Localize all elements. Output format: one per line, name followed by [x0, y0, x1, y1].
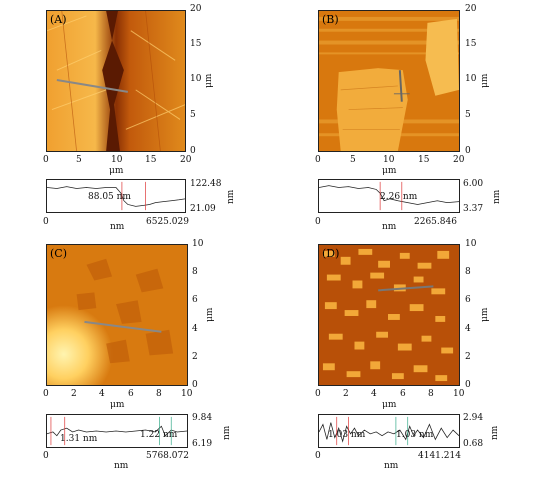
panel-label: (A)	[50, 13, 67, 26]
height-profile-c	[46, 414, 188, 448]
y-axis-unit: μm	[480, 307, 490, 322]
profile-x-unit: nm	[114, 461, 129, 471]
profile-x-unit: nm	[110, 222, 125, 232]
profile-ymin: 0.68	[463, 439, 484, 449]
x-tick: 10	[181, 389, 193, 399]
y-tick: 0	[465, 380, 471, 390]
x-tick: 8	[428, 389, 434, 399]
profile-ymax: 2.94	[463, 413, 484, 423]
afm-image-a: (A)	[46, 10, 186, 152]
y-tick: 0	[190, 146, 196, 156]
profile-y-unit: nm	[490, 425, 500, 440]
y-tick: 15	[190, 39, 202, 49]
y-tick: 2	[192, 352, 198, 362]
x-tick: 15	[145, 155, 157, 165]
profile-x-end: 6525.029	[146, 217, 189, 227]
profile-annotation: 2.26 nm	[380, 192, 418, 202]
profile-ymax: 9.84	[192, 413, 213, 423]
y-tick: 10	[465, 74, 477, 84]
y-tick: 2	[465, 352, 471, 362]
x-tick: 2	[71, 389, 77, 399]
x-tick: 10	[383, 155, 395, 165]
height-profile-d	[318, 414, 460, 448]
profile-x-end: 2265.846	[414, 217, 457, 227]
profile-x-start: 0	[43, 451, 49, 461]
panel-label: (D)	[322, 247, 340, 260]
y-tick: 10	[190, 74, 202, 84]
profile-y-unit: nm	[492, 189, 502, 204]
y-tick: 6	[465, 295, 471, 305]
height-profile-a	[46, 179, 186, 213]
x-axis-unit: μm	[382, 400, 397, 410]
y-tick: 6	[192, 295, 198, 305]
x-tick: 4	[99, 389, 105, 399]
x-tick: 6	[128, 389, 134, 399]
profile-ymin: 6.19	[192, 439, 213, 449]
x-tick: 20	[453, 155, 465, 165]
profile-annotation-left: 1.03 nm	[328, 430, 366, 440]
x-tick: 6	[400, 389, 406, 399]
height-profile-b	[318, 179, 460, 213]
profile-ymin: 21.09	[190, 204, 216, 214]
profile-annotation-left: 1.31 nm	[60, 434, 98, 444]
x-tick: 0	[315, 389, 321, 399]
x-axis-unit: μm	[110, 400, 125, 410]
profile-x-unit: nm	[382, 222, 397, 232]
x-axis-unit: μm	[109, 166, 124, 176]
profile-x-start: 0	[315, 451, 321, 461]
x-tick: 15	[418, 155, 430, 165]
x-tick: 20	[180, 155, 192, 165]
profile-annotation: 88.05 nm	[88, 192, 131, 202]
x-tick: 5	[76, 155, 82, 165]
profile-x-start: 0	[315, 217, 321, 227]
profile-ymax: 6.00	[463, 179, 484, 189]
y-tick: 4	[465, 324, 471, 334]
profile-x-end: 4141.214	[418, 451, 461, 461]
y-tick: 5	[190, 110, 196, 120]
profile-y-unit: nm	[222, 425, 232, 440]
profile-x-unit: nm	[384, 461, 399, 471]
y-tick: 10	[465, 239, 477, 249]
panel-label: (B)	[322, 13, 339, 26]
y-axis-unit: μm	[480, 73, 490, 88]
x-tick: 0	[315, 155, 321, 165]
y-tick: 20	[465, 4, 477, 14]
y-tick: 5	[465, 110, 471, 120]
x-tick: 4	[371, 389, 377, 399]
x-tick: 10	[111, 155, 123, 165]
afm-image-c: (C)	[46, 244, 188, 386]
profile-x-end: 5768.072	[146, 451, 189, 461]
profile-annotation-right: 1.22 nm	[140, 430, 178, 440]
y-tick: 10	[192, 239, 204, 249]
x-tick: 5	[350, 155, 356, 165]
x-tick: 8	[156, 389, 162, 399]
y-tick: 8	[465, 267, 471, 277]
profile-x-start: 0	[43, 217, 49, 227]
panel-label: (C)	[50, 247, 67, 260]
profile-annotation-right: 1.03 nm	[396, 430, 434, 440]
x-tick: 0	[43, 155, 49, 165]
profile-y-unit: nm	[226, 189, 236, 204]
x-tick: 10	[453, 389, 465, 399]
x-axis-unit: μm	[382, 166, 397, 176]
afm-image-d: (D)	[318, 244, 460, 386]
y-tick: 15	[465, 39, 477, 49]
y-axis-unit: μm	[204, 73, 214, 88]
x-tick: 2	[343, 389, 349, 399]
y-tick: 20	[190, 4, 202, 14]
y-axis-unit: μm	[205, 307, 215, 322]
profile-ymax: 122.48	[190, 179, 222, 189]
afm-image-b: (B)	[318, 10, 460, 152]
x-tick: 0	[43, 389, 49, 399]
y-tick: 8	[192, 267, 198, 277]
profile-ymin: 3.37	[463, 204, 484, 214]
y-tick: 4	[192, 324, 198, 334]
y-tick: 0	[192, 380, 198, 390]
y-tick: 0	[465, 146, 471, 156]
